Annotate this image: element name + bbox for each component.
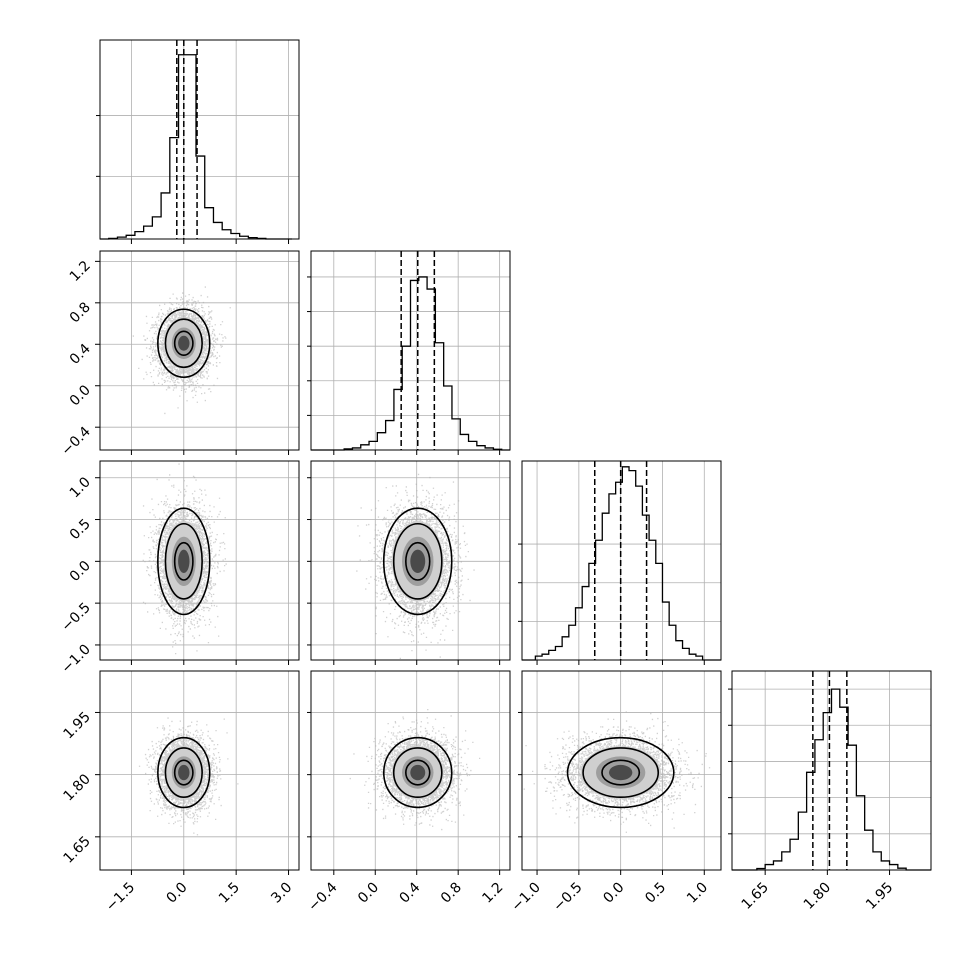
- contour-level-3: [173, 330, 194, 356]
- scatter-panel-3-2: [521, 670, 722, 871]
- contour-level-1: [382, 507, 453, 616]
- scatter-panel-3-1: [310, 670, 511, 871]
- tick-label: 0.4: [67, 341, 94, 368]
- tick-label: 1.5: [216, 880, 243, 907]
- tick-label: 1.80: [801, 880, 834, 913]
- hist-panel-3: [728, 670, 932, 871]
- panel-frame: [731, 670, 932, 871]
- tick-label: −0.4: [58, 424, 93, 459]
- tick-label: −0.4: [305, 879, 340, 914]
- scatter-panel-3-0: [99, 670, 300, 871]
- contour-level-2: [164, 522, 203, 600]
- hist-panel-2: [518, 460, 722, 661]
- tick-label: 0.0: [600, 880, 627, 907]
- panel-frame: [310, 670, 511, 871]
- panel-frame: [99, 39, 300, 240]
- panel-frame: [99, 460, 300, 661]
- panel-frame: [99, 250, 300, 451]
- contour-level-3: [405, 759, 431, 786]
- contour-level-2: [392, 747, 443, 799]
- tick-label: 1.80: [60, 771, 93, 804]
- contour-level-1: [157, 308, 211, 379]
- histogram-step: [522, 466, 721, 661]
- tick-label: −1.0: [509, 880, 544, 915]
- hist-panel-0: [96, 39, 300, 240]
- contour-level-1: [566, 736, 675, 809]
- scatter-panel-2-1: [310, 460, 511, 661]
- panel-frame: [521, 670, 722, 871]
- density-fill-core: [178, 549, 190, 574]
- density-fill-core: [178, 335, 190, 351]
- contour-level-2: [392, 522, 443, 600]
- panel-frame: [310, 460, 511, 661]
- density-fill-core: [178, 764, 190, 781]
- tick-label: 0.0: [355, 880, 382, 907]
- tick-label: 0.0: [164, 880, 191, 907]
- tick-label: 1.0: [684, 880, 711, 907]
- panel-frame: [310, 250, 511, 451]
- contour-level-3: [601, 759, 641, 786]
- tick-label: 1.65: [60, 833, 93, 866]
- contour-level-3: [173, 759, 194, 786]
- panel-layer: [96, 39, 932, 871]
- tick-label: 1.65: [739, 880, 772, 913]
- contour-level-1: [157, 736, 211, 809]
- density-fill-core: [608, 764, 633, 781]
- tick-label: 1.95: [60, 709, 93, 742]
- tick-label: 0.8: [438, 880, 465, 907]
- histogram-step: [100, 54, 293, 240]
- contour-level-2: [164, 318, 203, 369]
- tick-label: −1.0: [58, 641, 93, 676]
- tick-label: −1.5: [103, 880, 138, 915]
- scatter-panel-2-0: [99, 460, 300, 661]
- hist-panel-1: [307, 250, 511, 451]
- panel-frame: [521, 460, 722, 661]
- histogram-step: [732, 688, 931, 871]
- tick-label: 0.0: [67, 558, 94, 585]
- tick-label: 0.5: [67, 516, 94, 543]
- tick-label: 0.8: [67, 299, 94, 326]
- density-fill-core: [410, 549, 426, 574]
- tick-label: −0.5: [550, 880, 585, 915]
- tick-label: 0.0: [67, 382, 94, 409]
- contour-level-2: [164, 747, 203, 799]
- contour-level-3: [405, 541, 431, 581]
- tick-label: 1.2: [67, 258, 94, 285]
- contour-level-3: [173, 541, 194, 581]
- tick-label: 0.5: [642, 880, 669, 907]
- histogram-step: [311, 276, 510, 451]
- tick-label: 1.0: [67, 474, 94, 501]
- tick-label: 3.0: [268, 880, 295, 907]
- scatter-panel-1-0: [99, 250, 300, 451]
- contour-level-1: [382, 736, 453, 809]
- tick-label: 1.95: [863, 880, 896, 913]
- contour-level-2: [582, 747, 660, 799]
- tick-label: 0.4: [396, 879, 423, 906]
- contour-level-1: [157, 507, 211, 616]
- panel-frame: [99, 670, 300, 871]
- density-fill-core: [410, 764, 426, 781]
- tick-label: −0.5: [58, 600, 93, 635]
- tick-label: 1.2: [479, 880, 506, 907]
